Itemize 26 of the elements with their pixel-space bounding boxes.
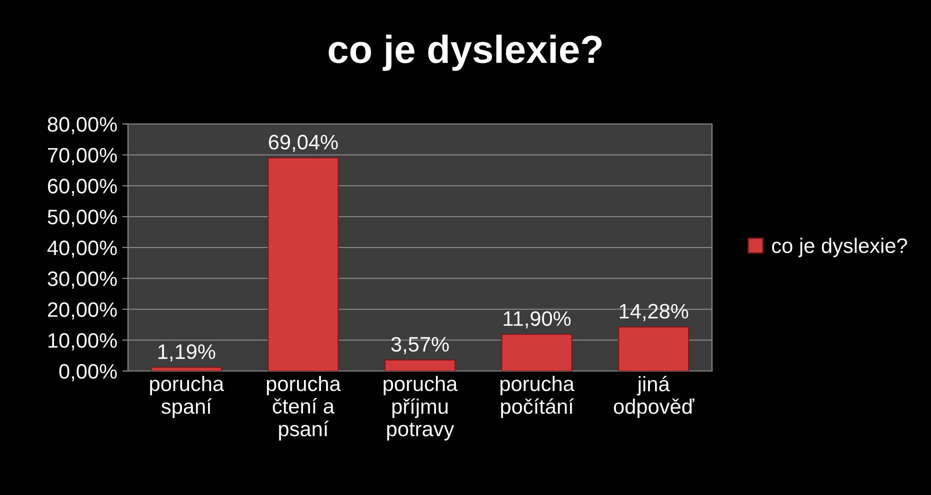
bar bbox=[384, 359, 456, 371]
y-tick-label: 20,00% bbox=[48, 302, 117, 320]
data-label: 3,57% bbox=[391, 336, 449, 354]
x-tick-label: porucha počítání bbox=[500, 376, 574, 418]
x-tick-label: porucha spaní bbox=[150, 376, 224, 418]
bar bbox=[268, 157, 339, 371]
y-tick-label: 40,00% bbox=[47, 240, 117, 258]
bar bbox=[501, 334, 572, 371]
bar bbox=[618, 326, 690, 371]
bar bbox=[150, 366, 222, 371]
data-label: 11,90% bbox=[504, 311, 571, 328]
x-tick-label: porucha příjmu potravy bbox=[384, 376, 458, 440]
y-tick-label: 60,00% bbox=[48, 178, 117, 196]
y-tick-label: 30,00% bbox=[48, 271, 117, 289]
y-tick-label: 50,00% bbox=[48, 210, 117, 227]
y-tick-label: 80,00% bbox=[48, 117, 117, 134]
y-tick-label: 70,00% bbox=[48, 148, 117, 166]
x-tick-label: porucha čtení a psaní bbox=[266, 376, 341, 440]
data-label: 1,19% bbox=[158, 344, 216, 362]
y-tick-label: 0,00% bbox=[59, 364, 117, 382]
y-tick-label: 10,00% bbox=[48, 333, 117, 350]
x-tick-label: jiná odpověď bbox=[614, 376, 694, 418]
legend-label: co je dyslexie? bbox=[772, 238, 908, 258]
data-label: 14,28% bbox=[620, 304, 688, 322]
chart-title: co je dyslexie? bbox=[328, 34, 602, 71]
data-label: 69,04% bbox=[268, 134, 338, 152]
